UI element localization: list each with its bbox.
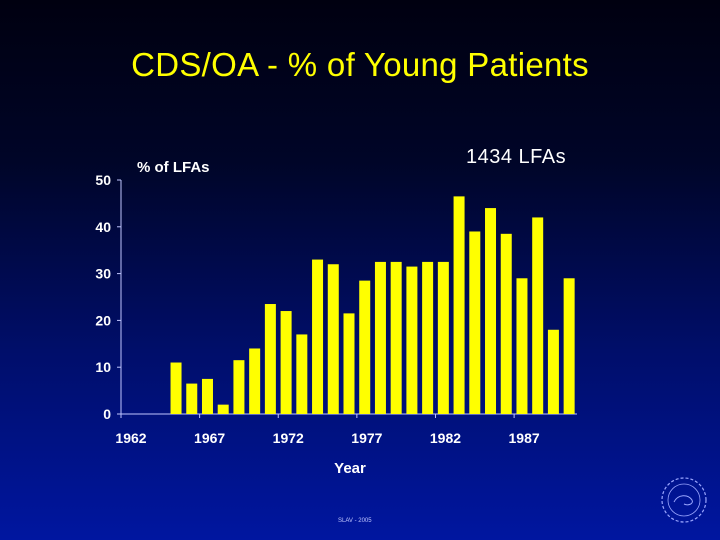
bar-1982 (437, 261, 449, 414)
bar-1983 (453, 196, 465, 414)
bar-1979 (390, 261, 402, 414)
bar-1985 (485, 208, 497, 414)
bar-1971 (264, 304, 276, 414)
bar-1967 (201, 378, 213, 414)
bar-1989 (547, 329, 559, 414)
bar-1987 (516, 278, 528, 414)
x-ticks: 1962 1967 1972 1977 1982 1987 (115, 414, 540, 446)
y-tick-label: 40 (95, 219, 111, 235)
bar-1978 (374, 261, 386, 414)
seal-logo-icon (661, 477, 707, 523)
bar-1986 (500, 233, 512, 414)
chart-annotation: 1434 LFAs (466, 146, 567, 168)
bar-1976 (343, 313, 355, 414)
y-tick-label: 10 (95, 359, 111, 375)
x-tick-label: 1982 (430, 430, 461, 446)
bar-1981 (422, 261, 434, 414)
bar-1980 (406, 266, 418, 414)
bar-1990 (563, 278, 575, 414)
bar-1975 (327, 264, 339, 414)
bar-1984 (469, 231, 481, 414)
bar-1977 (359, 280, 371, 414)
bar-1968 (217, 404, 229, 414)
y-tick-label: 0 (103, 406, 111, 422)
x-tick-label: 1962 (115, 430, 146, 446)
bar-1970 (249, 348, 261, 414)
y-ticks: 0 10 20 30 40 50 (95, 172, 121, 422)
bar-1973 (296, 334, 308, 414)
bar-1966 (186, 383, 198, 414)
x-tick-label: 1977 (351, 430, 382, 446)
x-tick-label: 1987 (509, 430, 540, 446)
footer-credit: SLAV - 2005 (338, 518, 372, 524)
slide-title: CDS/OA - % of Young Patients (131, 46, 589, 83)
y-tick-label: 20 (95, 312, 111, 328)
bars (170, 196, 575, 414)
y-tick-label: 30 (95, 266, 111, 282)
y-axis-label: % of LFAs (137, 159, 210, 176)
bar-1972 (280, 311, 292, 414)
bar-1974 (312, 259, 324, 414)
x-tick-label: 1967 (194, 430, 225, 446)
bar-1988 (532, 217, 544, 414)
bar-1965 (170, 362, 182, 414)
bar-1969 (233, 360, 245, 414)
y-tick-label: 50 (95, 172, 111, 188)
x-tick-label: 1972 (273, 430, 304, 446)
x-axis-label: Year (334, 460, 366, 477)
